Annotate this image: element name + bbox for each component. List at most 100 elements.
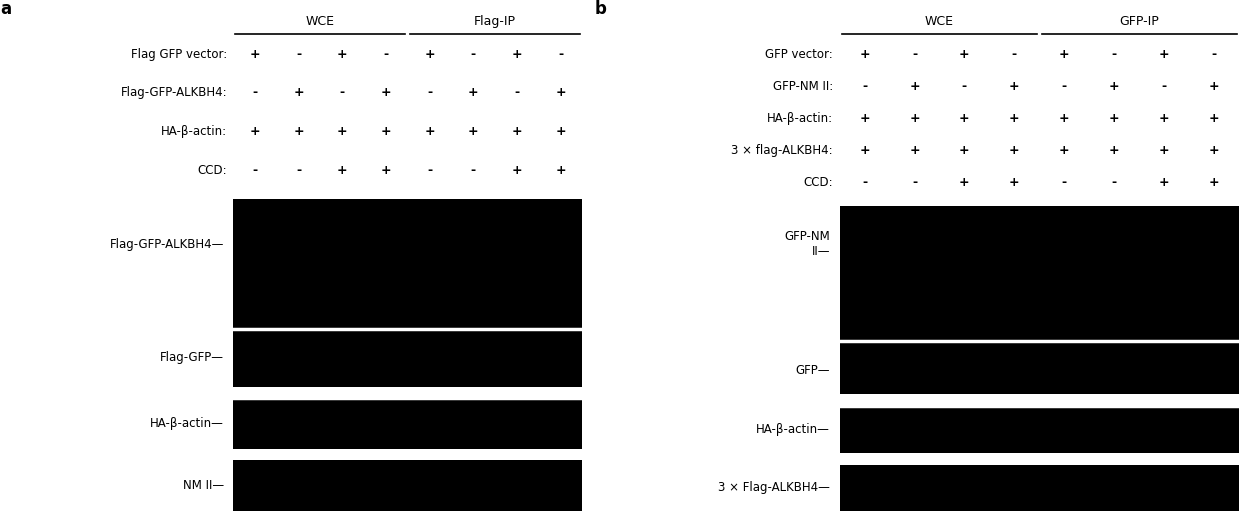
Text: +: + xyxy=(512,47,522,61)
Text: +: + xyxy=(1059,143,1069,157)
Text: +: + xyxy=(424,125,435,138)
Text: CCD:: CCD: xyxy=(803,175,833,189)
Text: CCD:: CCD: xyxy=(197,164,227,177)
Text: -: - xyxy=(1111,47,1116,61)
Text: +: + xyxy=(1158,143,1170,157)
Text: +: + xyxy=(555,164,566,177)
Bar xyxy=(233,398,582,449)
Text: +: + xyxy=(909,79,919,93)
Text: +: + xyxy=(1209,175,1219,189)
Text: +: + xyxy=(555,86,566,100)
Text: +: + xyxy=(512,164,522,177)
Text: +: + xyxy=(468,125,478,138)
Text: Flag GFP vector:: Flag GFP vector: xyxy=(131,47,227,61)
Text: -: - xyxy=(296,47,301,61)
Text: Flag-GFP-ALKBH4:: Flag-GFP-ALKBH4: xyxy=(120,86,227,100)
Text: HA-β-actin—: HA-β-actin— xyxy=(756,423,830,436)
Text: +: + xyxy=(337,47,347,61)
Text: +: + xyxy=(1009,175,1020,189)
Text: Flag-GFP—: Flag-GFP— xyxy=(160,351,224,364)
Bar xyxy=(233,199,582,329)
Text: +: + xyxy=(1059,111,1069,125)
Text: +: + xyxy=(1009,111,1020,125)
Text: +: + xyxy=(249,125,260,138)
Bar xyxy=(233,329,582,387)
Text: b: b xyxy=(595,0,607,18)
Text: -: - xyxy=(1062,79,1067,93)
Text: +: + xyxy=(555,125,566,138)
Text: +: + xyxy=(959,111,970,125)
Text: +: + xyxy=(380,164,392,177)
Bar xyxy=(840,464,1239,511)
Text: -: - xyxy=(558,47,563,61)
Text: -: - xyxy=(862,175,867,189)
Text: WCE: WCE xyxy=(924,15,954,28)
Text: -: - xyxy=(253,86,258,100)
Text: GFP—: GFP— xyxy=(795,364,830,377)
Text: -: - xyxy=(514,86,519,100)
Text: +: + xyxy=(512,125,522,138)
Text: NM II—: NM II— xyxy=(183,479,224,492)
Bar xyxy=(233,460,582,511)
Text: +: + xyxy=(249,47,260,61)
Text: +: + xyxy=(294,86,304,100)
Text: +: + xyxy=(337,164,347,177)
Text: HA-β-actin:: HA-β-actin: xyxy=(767,111,833,125)
Bar xyxy=(840,206,1239,341)
Text: +: + xyxy=(859,47,870,61)
Text: +: + xyxy=(424,47,435,61)
Text: +: + xyxy=(1209,111,1219,125)
Text: -: - xyxy=(471,47,476,61)
Text: HA-β-actin—: HA-β-actin— xyxy=(150,417,224,430)
Text: +: + xyxy=(959,175,970,189)
Text: -: - xyxy=(912,175,917,189)
Text: -: - xyxy=(296,164,301,177)
Text: +: + xyxy=(1009,79,1020,93)
Text: +: + xyxy=(909,143,919,157)
Text: -: - xyxy=(427,86,432,100)
Text: +: + xyxy=(1059,47,1069,61)
Text: +: + xyxy=(380,125,392,138)
Text: WCE: WCE xyxy=(306,15,335,28)
Text: -: - xyxy=(427,164,432,177)
Text: +: + xyxy=(337,125,347,138)
Text: +: + xyxy=(1009,143,1020,157)
Text: -: - xyxy=(912,47,917,61)
Text: +: + xyxy=(1158,111,1170,125)
Text: Flag-GFP-ALKBH4—: Flag-GFP-ALKBH4— xyxy=(110,238,224,251)
Text: GFP-IP: GFP-IP xyxy=(1119,15,1158,28)
Text: 3 × Flag-ALKBH4—: 3 × Flag-ALKBH4— xyxy=(719,481,830,494)
Text: +: + xyxy=(959,47,970,61)
Bar xyxy=(840,341,1239,394)
Text: +: + xyxy=(294,125,304,138)
Text: +: + xyxy=(1158,47,1170,61)
Text: GFP vector:: GFP vector: xyxy=(766,47,833,61)
Text: +: + xyxy=(1158,175,1170,189)
Text: +: + xyxy=(1109,143,1120,157)
Text: +: + xyxy=(468,86,478,100)
Text: -: - xyxy=(1012,47,1017,61)
Text: -: - xyxy=(253,164,258,177)
Text: +: + xyxy=(1109,79,1120,93)
Text: +: + xyxy=(380,86,392,100)
Text: -: - xyxy=(1111,175,1116,189)
Text: -: - xyxy=(339,86,344,100)
Text: GFP-NM
II—: GFP-NM II— xyxy=(784,230,830,258)
Text: +: + xyxy=(909,111,919,125)
Text: +: + xyxy=(859,111,870,125)
Text: -: - xyxy=(1161,79,1167,93)
Text: GFP-NM II:: GFP-NM II: xyxy=(773,79,833,93)
Text: HA-β-actin:: HA-β-actin: xyxy=(161,125,227,138)
Text: a: a xyxy=(0,0,11,18)
Text: -: - xyxy=(1212,47,1217,61)
Text: -: - xyxy=(862,79,867,93)
Text: -: - xyxy=(383,47,388,61)
Bar xyxy=(840,406,1239,453)
Text: 3 × flag-ALKBH4:: 3 × flag-ALKBH4: xyxy=(731,143,833,157)
Text: +: + xyxy=(1109,111,1120,125)
Text: Flag-IP: Flag-IP xyxy=(475,15,515,28)
Text: +: + xyxy=(959,143,970,157)
Text: -: - xyxy=(1062,175,1067,189)
Text: +: + xyxy=(1209,143,1219,157)
Text: +: + xyxy=(859,143,870,157)
